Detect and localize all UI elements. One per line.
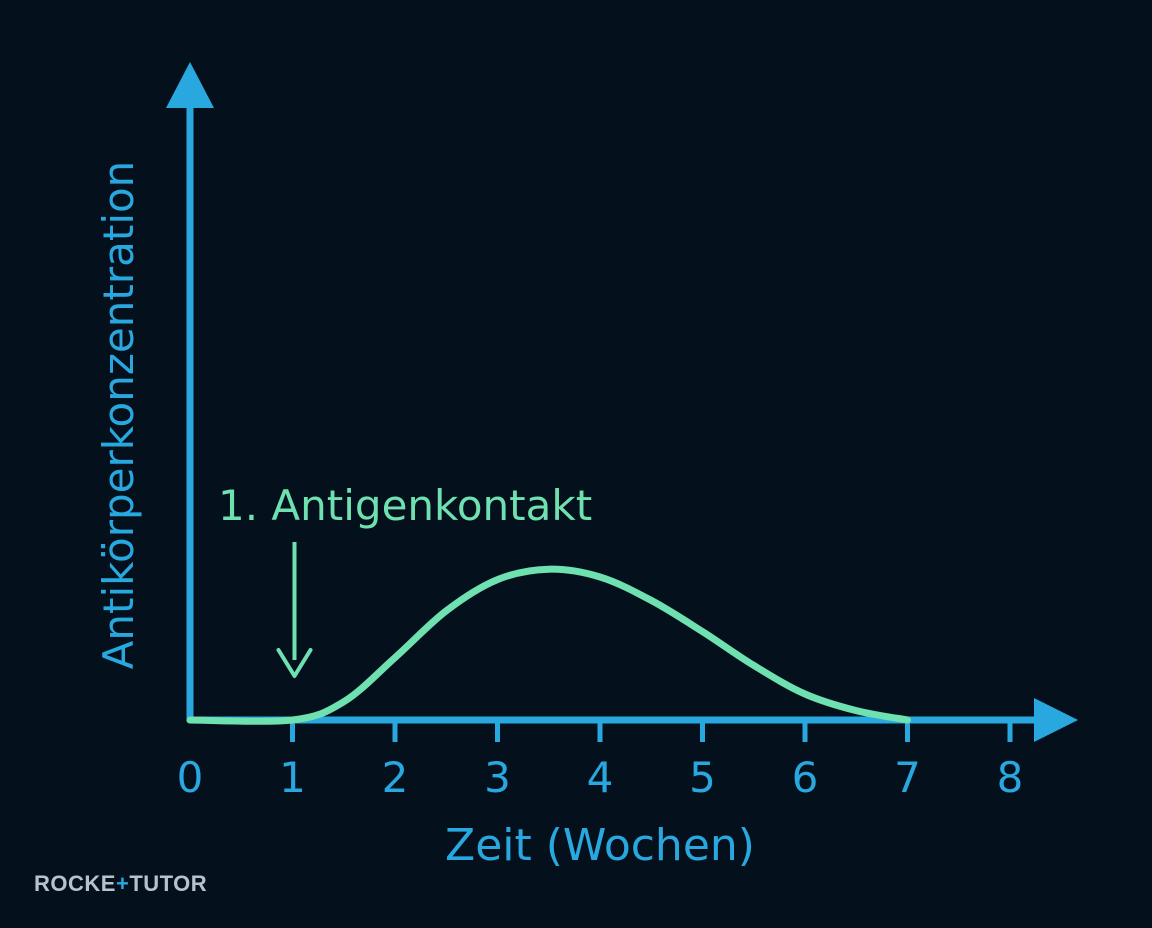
y-axis-label: Antikörperkonzentration xyxy=(94,161,143,670)
x-tick-label: 4 xyxy=(587,753,614,802)
x-tick-label: 7 xyxy=(894,753,921,802)
x-tick-label: 6 xyxy=(792,753,819,802)
axes xyxy=(166,62,1078,742)
series-layer xyxy=(186,565,911,725)
x-axis-arrowhead xyxy=(1034,698,1078,742)
annotation-label: 1. Antigenkontakt xyxy=(218,481,592,530)
x-tick-label: 1 xyxy=(279,753,306,802)
x-tick-label: 3 xyxy=(484,753,511,802)
annotation-layer: 1. Antigenkontakt xyxy=(218,481,592,678)
x-tick-label: 5 xyxy=(689,753,716,802)
logo: ROCKE+TUTOR xyxy=(34,871,208,896)
x-tick-label: 8 xyxy=(997,753,1024,802)
y-axis-arrowhead xyxy=(166,62,214,108)
x-axis-label: Zeit (Wochen) xyxy=(445,820,755,871)
antibody-curve xyxy=(186,565,911,725)
x-tick-label: 0 xyxy=(177,753,204,802)
x-ticks: 0 1 2 3 4 5 6 7 8 xyxy=(177,720,1024,802)
annotation-arrow-head xyxy=(276,648,313,678)
x-tick-label: 2 xyxy=(382,753,409,802)
